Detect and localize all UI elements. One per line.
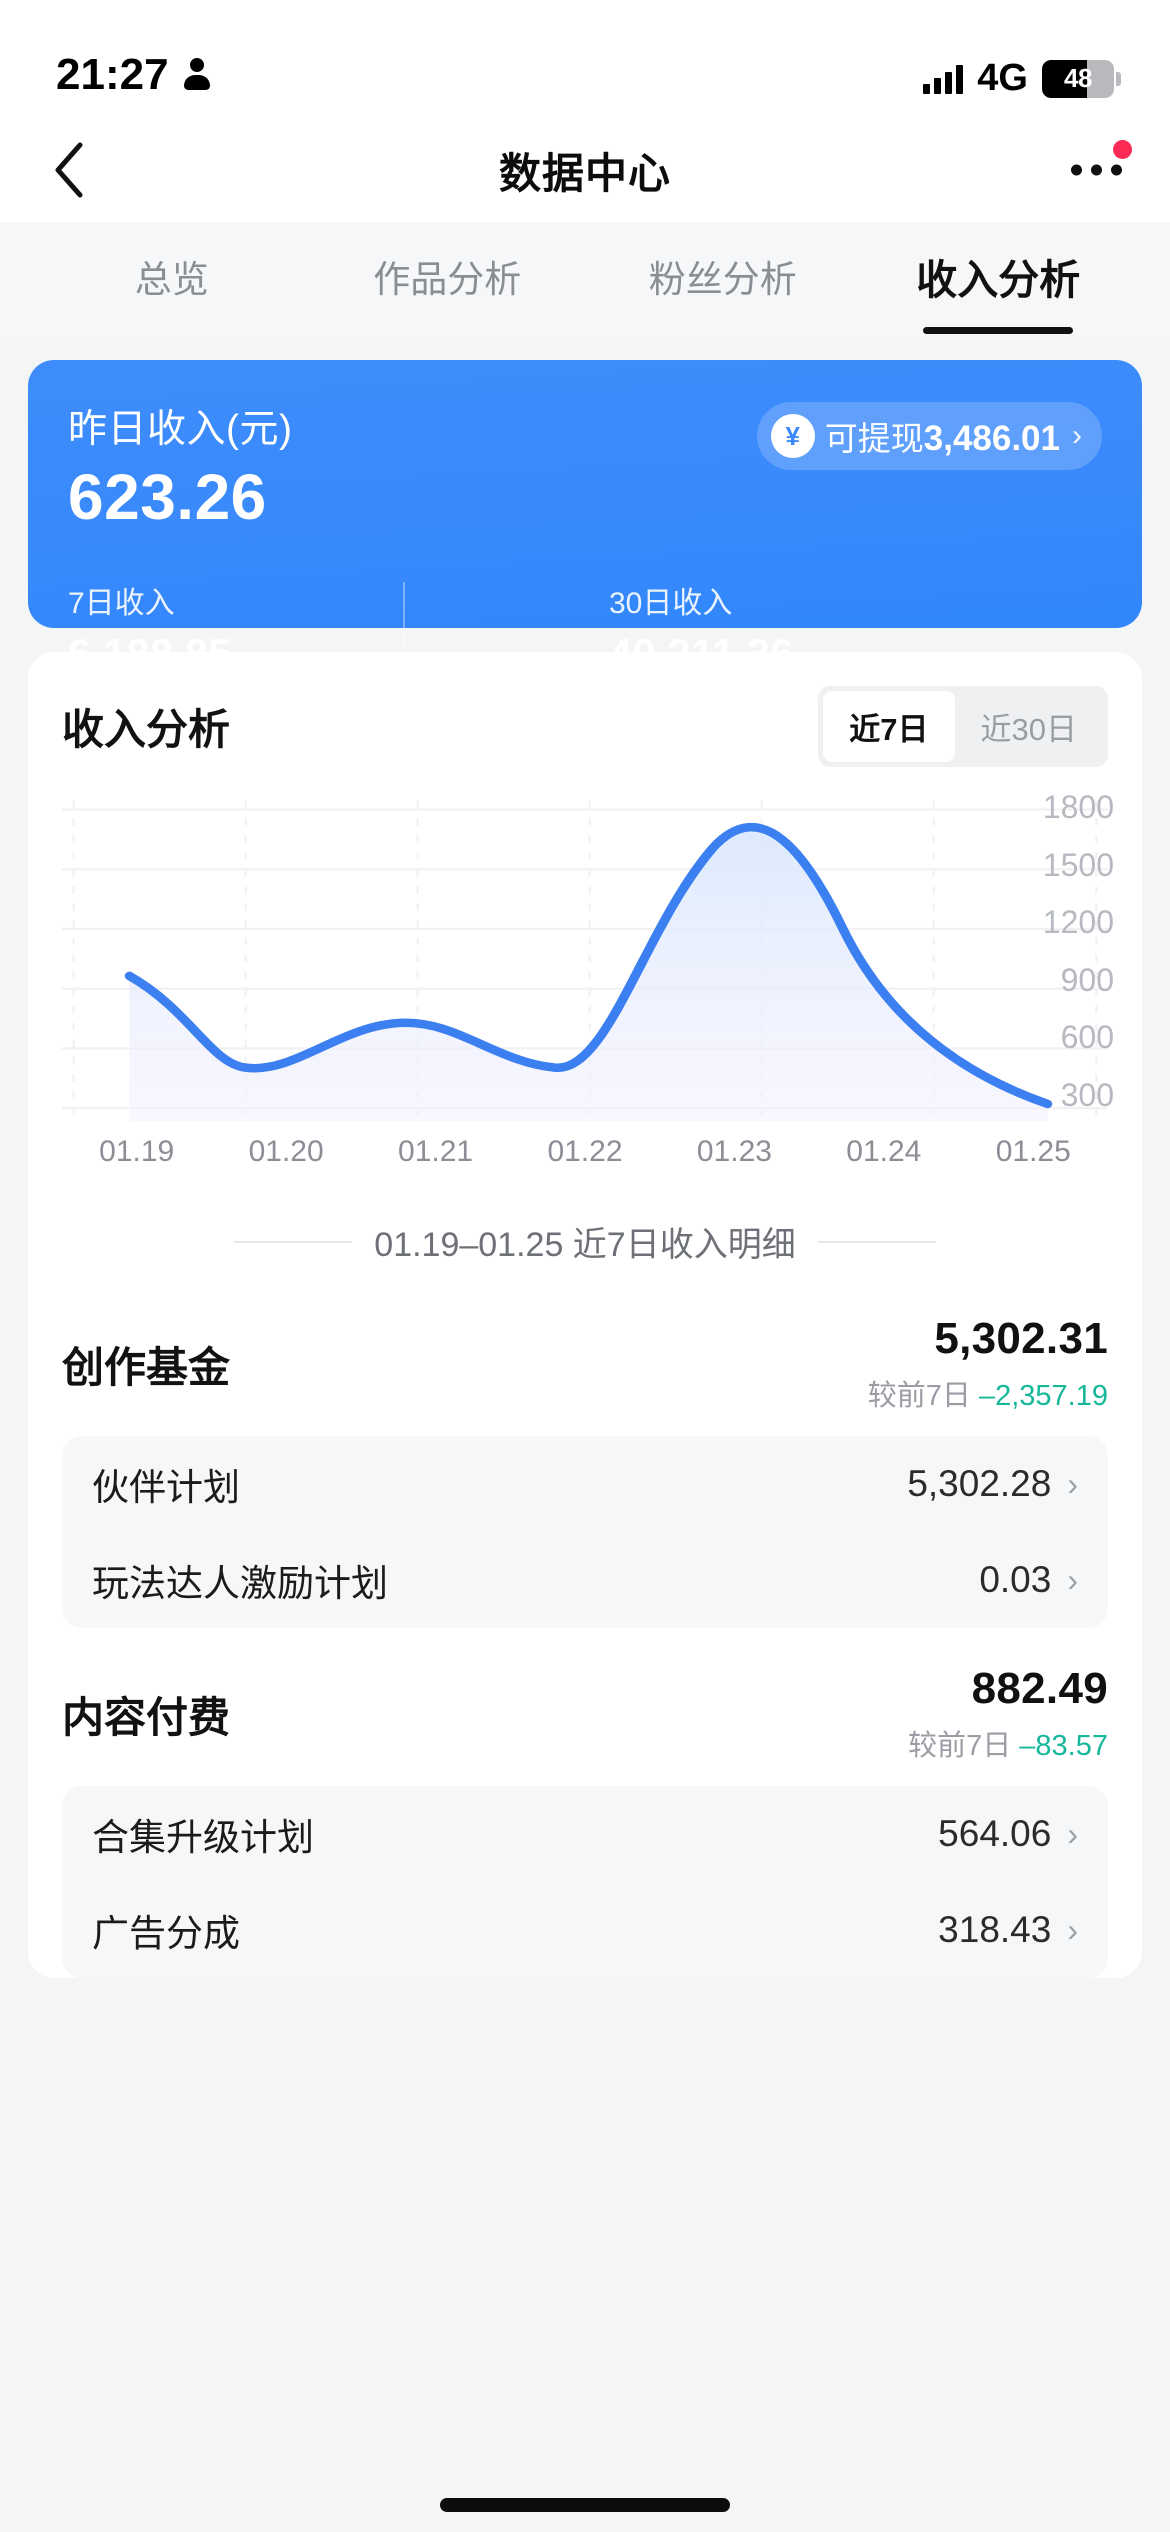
income-group-creation-fund: 创作基金 5,302.31 较前7日 –2,357.19 伙伴计划 5,302.… (28, 1278, 1142, 1628)
analysis-card-header: 收入分析 近7日 近30日 (28, 686, 1142, 767)
withdrawable-button[interactable]: ¥ 可提现3,486.01 › (756, 402, 1102, 470)
chevron-right-icon: › (1067, 1816, 1078, 1852)
x-tick-5: 01.24 (846, 1135, 922, 1168)
sub-item-name: 合集升级计划 (92, 1817, 314, 1858)
group-name: 内容付费 (62, 1693, 231, 1741)
home-indicator (440, 2498, 730, 2512)
sub-item-right: 0.03 › (979, 1559, 1078, 1601)
x-tick-1: 01.20 (248, 1135, 324, 1168)
sub-item-value: 0.03 (979, 1559, 1052, 1600)
chart-canvas (62, 801, 1108, 1121)
yen-coin-icon: ¥ (770, 414, 815, 458)
sub-item-name: 伙伴计划 (92, 1467, 240, 1508)
stats-divider (403, 582, 405, 668)
x-tick-0: 01.19 (99, 1135, 175, 1168)
analysis-title: 收入分析 (62, 706, 231, 753)
tab-bar: 总览 作品分析 粉丝分析 收入分析 (0, 222, 1170, 338)
battery-icon: 48 (1042, 59, 1121, 98)
chevron-right-icon: › (1072, 419, 1082, 452)
chart-area-fill (129, 827, 1048, 1121)
status-bar-clock: 21:27 (56, 50, 169, 99)
stat-7day-label: 7日收入 (68, 587, 175, 620)
stat-30day-value: 40,211.36 (609, 630, 794, 677)
group-sub-list: 合集升级计划 564.06 › 广告分成 318.43 › (62, 1786, 1108, 1978)
status-bar-right: 4G 48 (923, 57, 1121, 100)
divider-line-right (817, 1240, 936, 1243)
chart-line (124, 823, 1053, 1109)
group-delta: 较前7日 –2,357.19 (868, 1372, 1108, 1414)
yesterday-income-amount: 623.26 (68, 461, 267, 533)
group-delta-value: –2,357.19 (978, 1380, 1108, 1412)
group-delta: 较前7日 –83.57 (908, 1722, 1108, 1764)
x-tick-2: 01.21 (398, 1135, 474, 1168)
group-delta-label: 较前7日 (908, 1730, 1012, 1762)
hero-left-block: 昨日收入(元) 623.26 (68, 398, 292, 534)
yesterday-income-card: 昨日收入(元) 623.26 ¥ 可提现3,486.01 › 7日收入 6,18… (28, 360, 1142, 677)
sub-item-value: 564.06 (938, 1813, 1052, 1854)
tab-fans-analysis[interactable]: 粉丝分析 (648, 259, 797, 300)
yesterday-income-label: 昨日收入(元) (68, 408, 293, 451)
tab-overview[interactable]: 总览 (134, 259, 209, 300)
status-bar: 21:27 4G 48 (0, 0, 1170, 118)
stat-30day-label: 30日收入 (609, 587, 733, 620)
divider-line-left (234, 1240, 353, 1243)
list-item[interactable]: 伙伴计划 5,302.28 › (62, 1436, 1108, 1532)
stat-7day-value: 6,188.85 (68, 630, 232, 677)
sub-item-value: 318.43 (938, 1909, 1052, 1950)
tab-content-analysis[interactable]: 作品分析 (373, 259, 522, 300)
range-option-7day[interactable]: 近7日 (823, 691, 955, 762)
group-delta-value: –83.57 (1019, 1730, 1108, 1762)
red-dot-badge (1113, 140, 1132, 159)
group-name: 创作基金 (62, 1343, 231, 1391)
hero-top-row: 昨日收入(元) 623.26 ¥ 可提现3,486.01 › (68, 398, 1102, 534)
group-values: 882.49 较前7日 –83.57 (908, 1664, 1108, 1764)
income-line-chart: 1800 1500 1200 900 600 300 (62, 791, 1114, 1121)
signal-bars-icon (923, 64, 964, 94)
sub-item-value: 5,302.28 (907, 1463, 1052, 1504)
main-content: 昨日收入(元) 623.26 ¥ 可提现3,486.01 › 7日收入 6,18… (0, 360, 1170, 1978)
sub-item-right: 564.06 › (938, 1813, 1078, 1855)
detail-divider: 01.19–01.25 近7日收入明细 (62, 1217, 1108, 1278)
list-item[interactable]: 广告分成 318.43 › (62, 1882, 1108, 1978)
group-values: 5,302.31 较前7日 –2,357.19 (868, 1314, 1108, 1414)
sub-item-right: 5,302.28 › (907, 1463, 1078, 1505)
withdrawable-label: 可提现3,486.01 (824, 419, 1060, 458)
chart-x-axis-labels: 01.19 01.20 01.21 01.22 01.23 01.24 01.2… (62, 1135, 1108, 1169)
group-header: 创作基金 5,302.31 较前7日 –2,357.19 (62, 1278, 1108, 1436)
range-segmented-control: 近7日 近30日 (818, 686, 1108, 767)
chevron-left-icon[interactable] (46, 142, 92, 198)
navigation-bar: 数据中心 (0, 118, 1170, 222)
group-total: 882.49 (971, 1664, 1108, 1713)
stat-30day-income: 30日收入 40,211.36 (561, 578, 1102, 678)
sub-item-right: 318.43 › (938, 1909, 1078, 1951)
page-title: 数据中心 (498, 149, 671, 197)
stat-7day-income: 7日收入 6,188.85 (68, 578, 561, 678)
x-tick-6: 01.25 (995, 1135, 1071, 1168)
group-header: 内容付费 882.49 较前7日 –83.57 (62, 1628, 1108, 1786)
x-tick-3: 01.22 (547, 1135, 623, 1168)
chevron-right-icon: › (1067, 1562, 1078, 1598)
chevron-right-icon: › (1067, 1912, 1078, 1948)
x-tick-4: 01.23 (696, 1135, 772, 1168)
detail-range-label: 01.19–01.25 近7日收入明细 (374, 1226, 796, 1264)
group-sub-list: 伙伴计划 5,302.28 › 玩法达人激励计划 0.03 › (62, 1436, 1108, 1628)
sub-item-name: 广告分成 (92, 1913, 240, 1954)
withdrawable-amount: 3,486.01 (923, 419, 1060, 458)
network-type-label: 4G (977, 57, 1028, 99)
battery-percent-label: 48 (1064, 63, 1092, 93)
group-total: 5,302.31 (934, 1314, 1108, 1363)
sub-item-name: 玩法达人激励计划 (92, 1563, 388, 1604)
chevron-right-icon: › (1067, 1466, 1078, 1502)
hero-stats-row: 7日收入 6,188.85 30日收入 40,211.36 (68, 578, 1102, 678)
tab-income-analysis[interactable]: 收入分析 (861, 228, 1137, 332)
range-option-30day[interactable]: 近30日 (980, 712, 1077, 747)
group-delta-label: 较前7日 (867, 1380, 971, 1412)
list-item[interactable]: 玩法达人激励计划 0.03 › (62, 1532, 1108, 1628)
list-item[interactable]: 合集升级计划 564.06 › (62, 1786, 1108, 1882)
status-bar-left: 21:27 (56, 50, 211, 100)
income-group-paid-content: 内容付费 882.49 较前7日 –83.57 合集升级计划 564.06 › … (28, 1628, 1142, 1978)
more-horizontal-icon[interactable] (1067, 151, 1126, 190)
income-analysis-card: 收入分析 近7日 近30日 (28, 652, 1142, 1978)
person-icon (183, 58, 211, 92)
